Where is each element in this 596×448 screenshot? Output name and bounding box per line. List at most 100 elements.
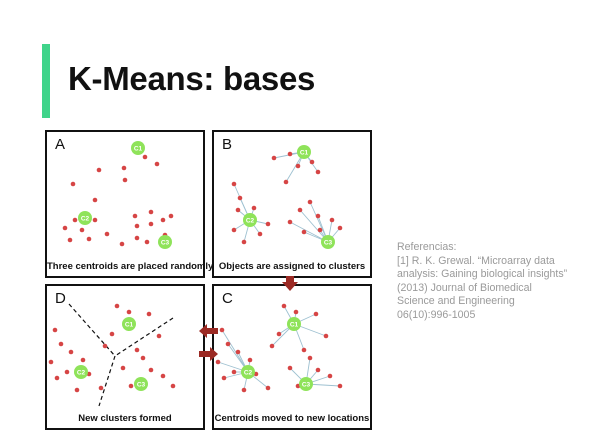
arrow-down-shape xyxy=(282,276,298,291)
data-point xyxy=(307,355,313,361)
data-point xyxy=(160,217,166,223)
arrow-down-icon xyxy=(282,276,298,291)
data-point xyxy=(114,303,120,309)
data-point xyxy=(231,227,237,233)
data-point xyxy=(128,383,134,389)
data-point xyxy=(315,169,321,175)
data-point xyxy=(80,357,86,363)
assignment-link xyxy=(221,329,249,373)
reference-line: 06(10):996-1005 xyxy=(397,308,476,321)
centroid-marker xyxy=(243,213,257,227)
centroid-label: C3 xyxy=(302,382,311,389)
data-point xyxy=(144,239,150,245)
arrow-right-shape xyxy=(199,347,218,361)
data-point xyxy=(231,369,237,375)
data-point xyxy=(48,359,54,365)
panel-b-letter: B xyxy=(222,136,233,153)
data-point xyxy=(148,367,154,373)
centroid-marker xyxy=(131,141,145,155)
data-point xyxy=(235,349,241,355)
centroid-label: C1 xyxy=(300,150,309,157)
cluster-boundary xyxy=(98,355,116,407)
data-point xyxy=(315,367,321,373)
centroid-label: C1 xyxy=(125,322,134,329)
data-point xyxy=(271,155,277,161)
centroid-label: C3 xyxy=(161,240,170,247)
data-point xyxy=(231,181,237,187)
panel-c-letter: C xyxy=(222,290,233,307)
centroid-marker xyxy=(297,145,311,159)
title-accent-bar xyxy=(42,44,50,118)
data-point xyxy=(225,341,231,347)
data-point xyxy=(241,239,247,245)
panel-d-caption: New clusters formed xyxy=(78,413,172,424)
references-heading: Referencias: xyxy=(397,241,457,253)
centroid-marker xyxy=(74,365,88,379)
data-point xyxy=(121,165,127,171)
data-point xyxy=(98,385,104,391)
data-point xyxy=(329,217,335,223)
data-point xyxy=(281,303,287,309)
data-point xyxy=(102,343,108,349)
data-point xyxy=(148,209,154,215)
data-point xyxy=(156,333,162,339)
data-point xyxy=(72,217,78,223)
assignment-link xyxy=(299,209,329,243)
data-point xyxy=(120,365,126,371)
data-point xyxy=(142,154,148,160)
data-point xyxy=(68,349,74,355)
panel-a: C1 C2 C3 A Three centroids are placed rand… xyxy=(45,130,213,278)
data-point xyxy=(257,231,263,237)
data-point xyxy=(237,195,243,201)
centroid-label: C2 xyxy=(81,216,90,223)
panel-b-diagram: C1 C2 C3 xyxy=(231,145,343,249)
data-point xyxy=(295,163,301,169)
data-point xyxy=(58,341,64,347)
data-point xyxy=(96,167,102,173)
cluster-boundary xyxy=(68,303,116,357)
data-point xyxy=(154,161,160,167)
data-point xyxy=(92,197,98,203)
reference-line: Science and Engineering xyxy=(397,295,515,307)
data-point xyxy=(265,385,271,391)
data-point xyxy=(62,225,68,231)
data-point xyxy=(315,213,321,219)
data-point xyxy=(297,207,303,213)
centroid-marker xyxy=(134,377,148,391)
centroid-label: C1 xyxy=(290,322,299,329)
panel-c: C1 C2 C3 C Centroids moved to new location… xyxy=(212,284,372,430)
data-point xyxy=(140,355,146,361)
centroid-label: C2 xyxy=(244,370,253,377)
centroid-label: C2 xyxy=(77,370,86,377)
data-point xyxy=(219,327,225,333)
data-point xyxy=(307,199,313,205)
arrow-left-shape xyxy=(199,324,218,338)
data-point xyxy=(265,221,271,227)
data-point xyxy=(70,181,76,187)
data-point xyxy=(109,331,115,337)
centroid-label: C2 xyxy=(246,218,255,225)
reference-line: analysis: Gaining biological insights” xyxy=(397,268,568,280)
data-point xyxy=(287,219,293,225)
data-point xyxy=(317,227,323,233)
centroid-marker xyxy=(321,235,335,249)
data-point xyxy=(67,237,73,243)
data-point xyxy=(269,343,275,349)
data-point xyxy=(74,387,80,393)
reference-line: (2013) Journal of Biomedical xyxy=(397,281,532,294)
data-point xyxy=(86,236,92,242)
data-point xyxy=(148,221,154,227)
data-point xyxy=(313,311,319,317)
centroid-label: C1 xyxy=(134,146,143,153)
data-point xyxy=(276,331,282,337)
references: Referencias: [1] R. K. Grewal. “Microarr… xyxy=(397,241,587,322)
data-point xyxy=(323,333,329,339)
panel-c-diagram: C1 C2 C3 xyxy=(215,303,343,393)
data-point xyxy=(160,373,166,379)
data-point xyxy=(221,375,227,381)
centroid-marker xyxy=(158,235,172,249)
panel-d: C1 C2 C3 D New clusters formed xyxy=(45,284,205,430)
centroid-label: C3 xyxy=(324,240,333,247)
arrow-right-icon xyxy=(199,347,218,361)
